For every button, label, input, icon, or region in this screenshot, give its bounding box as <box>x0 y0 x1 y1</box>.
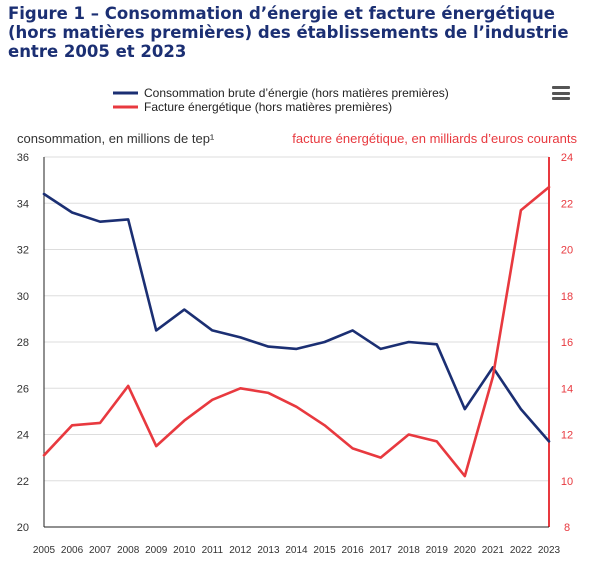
y-left-tick-label: 26 <box>17 383 29 395</box>
y-left-tick-label: 34 <box>17 198 29 210</box>
y-left-tick-label: 20 <box>17 522 29 534</box>
y-right-tick-label: 24 <box>561 152 573 164</box>
y-right-tick-label: 22 <box>561 198 573 210</box>
y-right-tick-label: 18 <box>561 291 573 303</box>
y-right-tick-label: 16 <box>561 337 573 349</box>
x-tick-label: 2005 <box>33 545 56 556</box>
y-axis-right-title: facture énergétique, en milliards d’euro… <box>292 131 577 146</box>
chart-title: Figure 1 – Consommation d’énergie et fac… <box>8 4 569 61</box>
x-axis-ticks: 2005 2006 2007 2008 2009 2010 2011 2012 2013 2014… <box>33 545 561 556</box>
x-tick-label: 2012 <box>229 545 252 556</box>
y-right-tick-label: 12 <box>561 430 573 442</box>
grid-lines <box>44 156 549 482</box>
y-axis-left-ticks: 20 22 24 26 28 30 32 34 36 <box>17 152 29 534</box>
y-axis-right-ticks: 8 10 12 14 16 18 20 22 24 <box>561 152 573 534</box>
y-left-tick-label: 24 <box>17 430 29 442</box>
x-tick-label: 2023 <box>538 545 561 556</box>
x-tick-label: 2007 <box>89 545 112 556</box>
x-tick-label: 2021 <box>482 545 505 556</box>
x-tick-label: 2018 <box>398 545 421 556</box>
x-tick-label: 2016 <box>341 545 364 556</box>
legend-label-bill: Facture énergétique (hors matières premi… <box>144 100 392 114</box>
x-tick-label: 2010 <box>173 545 196 556</box>
y-left-tick-label: 30 <box>17 291 29 303</box>
legend: Consommation brute d’énergie (hors matiè… <box>113 86 449 114</box>
x-tick-label: 2009 <box>145 545 168 556</box>
y-axis-left-title: consommation, en millions de tep¹ <box>17 131 215 146</box>
y-right-tick-label: 10 <box>561 476 573 488</box>
legend-label-consumption: Consommation brute d’énergie (hors matiè… <box>144 86 449 100</box>
x-tick-label: 2008 <box>117 545 140 556</box>
series-lines <box>42 185 551 478</box>
y-left-tick-label: 28 <box>17 337 29 349</box>
x-tick-label: 2017 <box>370 545 393 556</box>
y-right-tick-label: 14 <box>561 383 573 395</box>
y-left-tick-label: 22 <box>17 476 29 488</box>
series-line-bill <box>42 185 551 478</box>
y-right-tick-label: 8 <box>564 522 570 534</box>
x-tick-label: 2020 <box>454 545 477 556</box>
x-tick-label: 2006 <box>61 545 84 556</box>
x-tick-label: 2011 <box>202 545 224 556</box>
x-tick-label: 2022 <box>510 545 533 556</box>
x-tick-label: 2014 <box>285 545 308 556</box>
y-left-tick-label: 32 <box>17 245 29 257</box>
x-tick-label: 2013 <box>257 545 280 556</box>
series-line-consumption <box>42 192 551 443</box>
y-right-tick-label: 20 <box>561 245 573 257</box>
x-tick-label: 2015 <box>313 545 336 556</box>
hamburger-menu-icon[interactable] <box>552 86 570 100</box>
x-tick-label: 2019 <box>426 545 449 556</box>
y-left-tick-label: 36 <box>17 152 29 164</box>
